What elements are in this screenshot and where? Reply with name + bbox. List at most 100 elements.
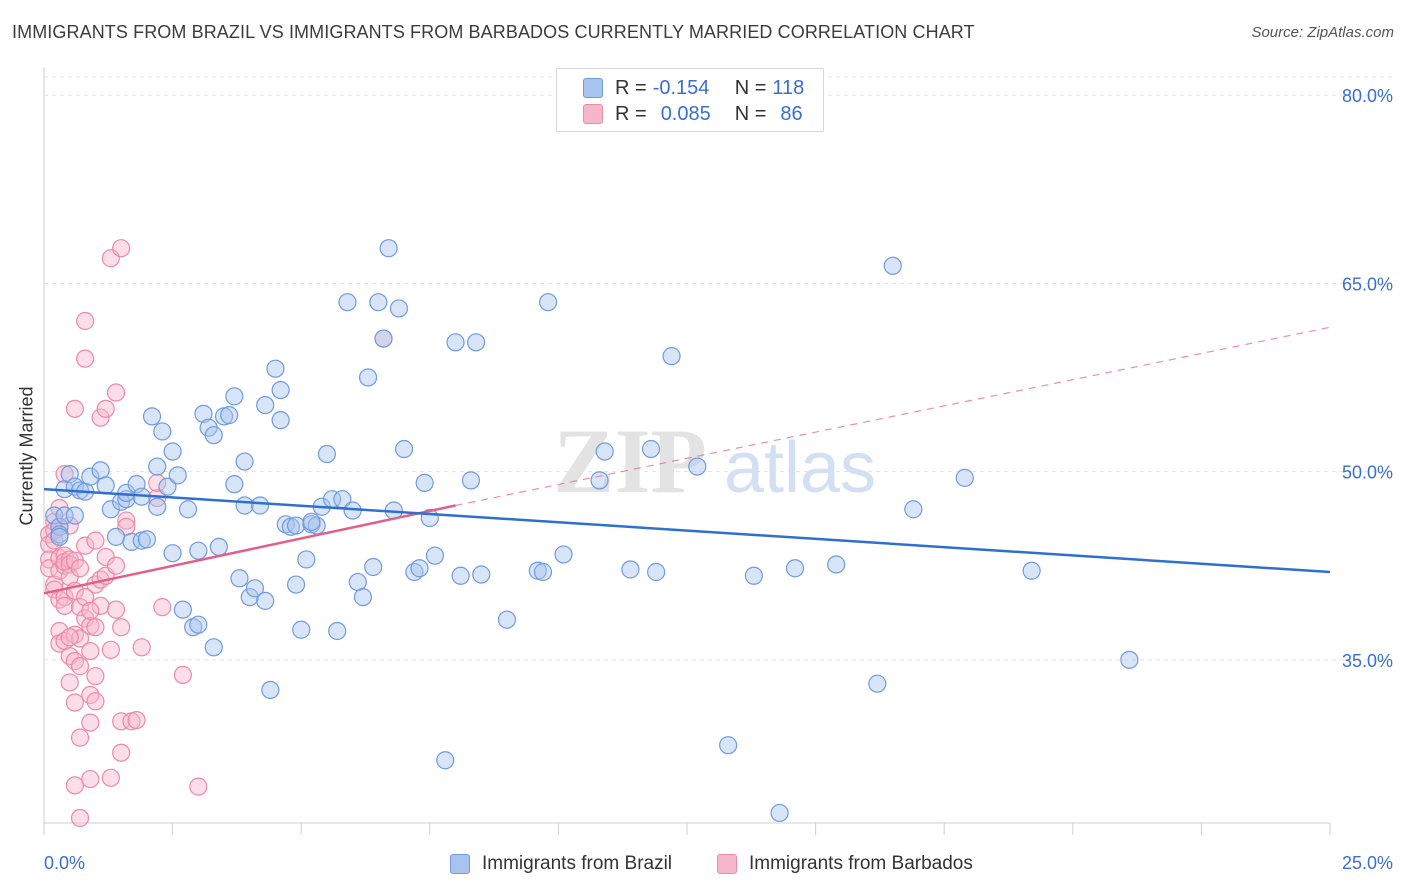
brazil-point [472, 565, 491, 584]
brazil-point [101, 500, 120, 519]
barbados-point [112, 743, 131, 762]
brazil-point [55, 506, 74, 525]
brazil-point [163, 544, 182, 563]
barbados-point [60, 628, 79, 647]
brazil-point [189, 615, 208, 634]
brazil-point [415, 473, 434, 492]
brazil-points [45, 239, 1139, 823]
barbados-points [40, 239, 393, 828]
brazil-point [744, 566, 763, 585]
brazil-point [91, 461, 110, 480]
brazil-point [178, 500, 198, 519]
brazil-point [466, 333, 486, 352]
barbados-point [101, 768, 120, 787]
brazil-point [621, 560, 640, 579]
brazil-point [292, 620, 311, 639]
brazil-point [461, 471, 481, 490]
brazil-point [641, 439, 661, 459]
brazil-point [394, 439, 414, 459]
brazil-point [338, 293, 357, 312]
barbados-point [173, 665, 192, 685]
barbados-point [112, 712, 131, 731]
legend-row-barbados: R = 0.085 N = 86 [583, 102, 803, 126]
brazil-point [539, 293, 558, 312]
legend-n-value: 118 [772, 76, 805, 99]
barbados-point [112, 239, 131, 258]
brazil-point [374, 329, 393, 348]
barbados-point [65, 693, 84, 712]
brazil-point [595, 442, 614, 461]
brazil-point [348, 572, 367, 592]
brazil-point [353, 587, 373, 607]
trend-lines [43, 326, 1331, 595]
barbados-point [55, 465, 74, 484]
legend-n-value: 86 [780, 102, 803, 125]
brazil-point [770, 803, 789, 823]
brazil-point [256, 395, 275, 415]
stats-legend: R = -0.154 N = 118 R = 0.085 N = 86 [556, 68, 824, 132]
brazil-point [1022, 561, 1041, 580]
watermark-zip: ZIP [553, 410, 706, 512]
brazil-point [194, 404, 213, 423]
x-tick-label: 25.0% [1342, 853, 1393, 873]
brazil-point [225, 387, 244, 406]
barbados-point [86, 667, 105, 686]
barbados-point [76, 311, 95, 331]
y-tick-label: 65.0% [1342, 274, 1393, 294]
brazil-point [142, 407, 162, 426]
barbados-point [70, 657, 90, 676]
brazil-point [50, 527, 69, 546]
brazil-point [785, 559, 805, 578]
barbados-point [91, 596, 110, 615]
barbados-point [70, 728, 90, 747]
barbados-point [132, 638, 151, 657]
brazil-point [904, 500, 923, 519]
barbados-point [81, 713, 100, 732]
barbados-point [101, 640, 120, 659]
barbados-point [127, 710, 146, 730]
y-tick-label: 80.0% [1342, 86, 1393, 106]
brazil-point [106, 527, 126, 546]
brazil-point [204, 638, 223, 657]
legend-r-value: -0.154 [652, 76, 710, 99]
brazil-point [425, 546, 445, 565]
barbados-point [50, 621, 69, 641]
brazil-point [358, 368, 378, 387]
brazil-point [168, 466, 187, 485]
tick-labels: 35.0% 50.0% 65.0% 80.0% 0.0% 25.0% [44, 86, 1393, 873]
brazil-point [297, 550, 316, 569]
brazil-point [235, 452, 254, 471]
barbados-point [81, 769, 100, 789]
brazil-point [688, 457, 707, 476]
barbados-point [96, 399, 115, 418]
brazil-point [173, 600, 192, 619]
brazil-point [364, 557, 383, 577]
brazil-point [240, 587, 259, 607]
chart-title: IMMIGRANTS FROM BRAZIL VS IMMIGRANTS FRO… [12, 22, 975, 42]
brazil-point [955, 468, 974, 487]
barbados-swatch [583, 104, 603, 124]
brazil-point [647, 562, 666, 582]
brazil-point [250, 496, 270, 515]
axes [43, 67, 1331, 835]
y-tick-label: 50.0% [1342, 463, 1393, 483]
legend-r-label: R = [615, 76, 647, 99]
brazil-point [286, 516, 306, 535]
barbados-point [91, 408, 110, 427]
brazil-point [65, 506, 84, 525]
barbados-point [81, 601, 100, 621]
y-axis-label: Currently Married [16, 386, 37, 526]
brazil-point [271, 380, 290, 400]
legend-r-value: 0.085 [660, 102, 711, 125]
brazil-point [261, 680, 280, 700]
barbados-point [106, 556, 126, 575]
brazil-point [209, 537, 228, 557]
brazil-point [266, 359, 285, 378]
brazil-legend-swatch [450, 854, 470, 874]
brazil-point [256, 591, 275, 610]
brazil-point [245, 579, 265, 598]
barbados-point [153, 598, 172, 617]
barbados-point [81, 641, 100, 661]
brazil-point [148, 457, 167, 476]
